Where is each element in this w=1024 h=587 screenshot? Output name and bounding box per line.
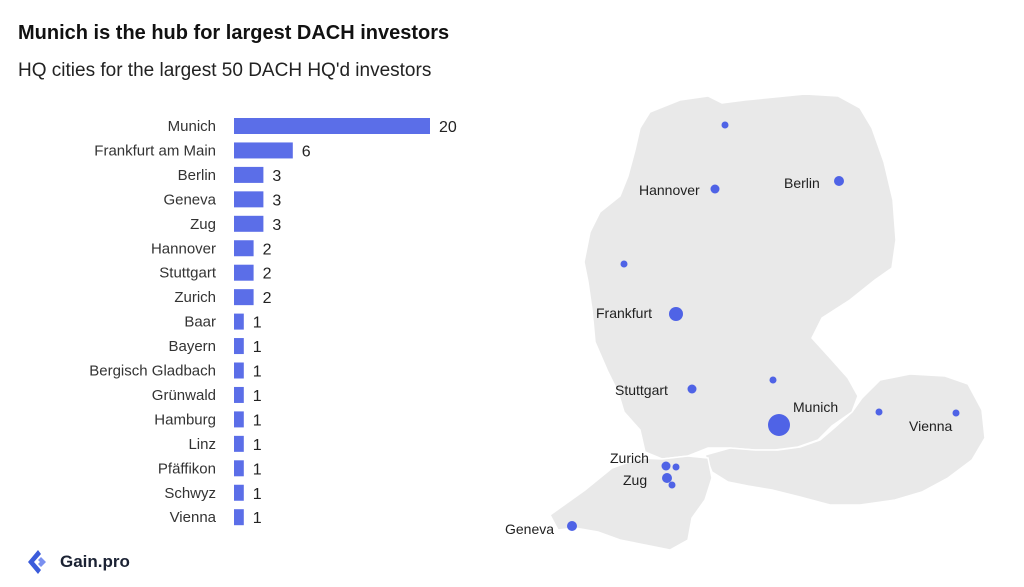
category-label: Vienna [170,509,217,526]
map-marker-hannover [710,184,720,194]
value-label: 2 [263,241,272,258]
map-marker [672,463,680,471]
bar [234,509,244,526]
city-label-zug: Zug [623,472,647,488]
bar [234,460,244,477]
map-marker-zug [662,473,672,483]
value-label: 1 [253,437,262,454]
city-label-hannover: Hannover [639,182,700,198]
brand-logo: Gain.pro [24,548,130,576]
chart-subtitle: HQ cities for the largest 50 DACH HQ'd i… [18,60,432,81]
category-label: Bayern [168,338,216,355]
bar [234,240,254,257]
brand-name: Gain.pro [60,552,130,571]
category-label: Berlin [178,167,216,184]
category-label: Baar [184,314,216,331]
category-label: Hamburg [154,411,216,428]
value-label: 3 [272,192,281,209]
city-label-berlin: Berlin [784,175,820,191]
bar [234,411,244,428]
map-marker-berlin [834,176,844,186]
chart-title: Munich is the hub for largest DACH inves… [18,22,450,44]
map-marker-munich [768,414,790,436]
bar [234,264,254,281]
bar [234,386,244,403]
switzerland-shape [549,455,713,551]
map-markers [567,121,960,531]
city-label-frankfurt: Frankfurt [596,305,652,321]
category-label: Zug [190,216,216,233]
category-label: Hannover [151,240,216,257]
value-label: 1 [253,388,262,405]
category-label: Schwyz [164,485,216,502]
map-marker-frankfurt [669,307,683,321]
bar [234,289,254,306]
value-label: 2 [263,290,272,307]
map-marker [620,260,628,268]
value-label: 1 [253,412,262,429]
value-label: 2 [263,266,272,283]
map-marker [875,408,883,416]
category-label: Grünwald [152,387,216,404]
bar [234,191,264,208]
value-label: 3 [272,168,281,185]
value-label: 6 [302,143,311,160]
value-label: 1 [253,486,262,503]
value-label: 3 [272,217,281,234]
city-label-zurich: Zurich [610,450,649,466]
map-marker-zurich [661,461,671,471]
category-label: Zurich [174,289,216,306]
bar [234,166,264,183]
category-label: Pfäffikon [158,460,216,477]
bar [234,338,244,355]
city-label-stuttgart: Stuttgart [615,382,668,398]
category-label: Stuttgart [159,265,217,282]
dach-map: Hannover Berlin Frankfurt Stuttgart Muni… [505,95,986,551]
bar [234,313,244,330]
bar [234,362,244,379]
gainpro-logo-icon [28,550,46,574]
bar [234,435,244,452]
bar [234,215,264,232]
map-marker-stuttgart [687,384,697,394]
value-label: 1 [253,364,262,381]
value-label: 1 [253,461,262,478]
bar-chart: Munich 20 Frankfurt am Main 6 Berlin 3 Geneva 3… [89,118,457,527]
city-label-vienna: Vienna [909,418,953,434]
value-label: 1 [253,315,262,332]
value-label: 1 [253,510,262,527]
city-label-geneva: Geneva [505,521,554,537]
map-marker-vienna [952,409,960,417]
city-label-munich: Munich [793,399,838,415]
map-marker [668,481,676,489]
map-labels: Hannover Berlin Frankfurt Stuttgart Muni… [505,175,953,537]
map-marker [721,121,729,129]
category-label: Linz [188,436,216,453]
map-marker [769,376,777,384]
bar [234,142,293,159]
austria-shape [703,373,986,506]
value-label: 1 [253,339,262,356]
category-label: Munich [168,118,216,135]
map-land [549,95,986,551]
bar [234,118,430,134]
bar [234,484,244,501]
value-label: 20 [439,119,457,136]
category-label: Geneva [163,191,216,208]
category-label: Bergisch Gladbach [89,363,216,380]
category-label: Frankfurt am Main [94,142,216,159]
germany-shape [583,95,897,460]
map-marker-geneva [567,521,577,531]
